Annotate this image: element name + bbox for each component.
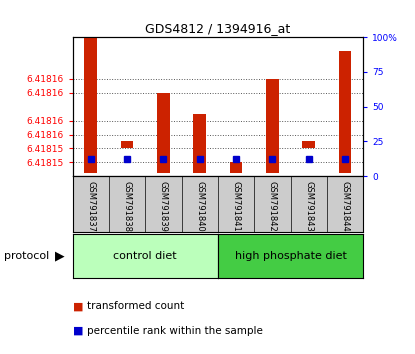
Text: ▶: ▶ <box>55 249 65 262</box>
Text: control diet: control diet <box>113 251 177 261</box>
Bar <box>302 142 315 148</box>
Text: GSM791837: GSM791837 <box>86 181 95 232</box>
Bar <box>84 37 97 173</box>
Text: GSM791839: GSM791839 <box>159 181 168 232</box>
Text: ■: ■ <box>73 326 83 336</box>
Title: GDS4812 / 1394916_at: GDS4812 / 1394916_at <box>145 22 290 35</box>
Text: ■: ■ <box>73 301 83 311</box>
Text: high phosphate diet: high phosphate diet <box>234 251 347 261</box>
Bar <box>339 51 352 173</box>
Text: GSM791838: GSM791838 <box>122 181 132 232</box>
Text: GSM791842: GSM791842 <box>268 181 277 232</box>
Text: GSM791840: GSM791840 <box>195 181 204 232</box>
Bar <box>266 79 279 173</box>
Text: GSM791843: GSM791843 <box>304 181 313 232</box>
Text: GSM791844: GSM791844 <box>340 181 349 232</box>
Bar <box>229 162 242 173</box>
Bar <box>157 93 170 173</box>
Text: GSM791841: GSM791841 <box>232 181 241 232</box>
Bar <box>193 114 206 173</box>
Text: transformed count: transformed count <box>87 301 184 311</box>
Text: percentile rank within the sample: percentile rank within the sample <box>87 326 263 336</box>
Text: protocol: protocol <box>4 251 49 261</box>
Bar <box>121 142 134 148</box>
